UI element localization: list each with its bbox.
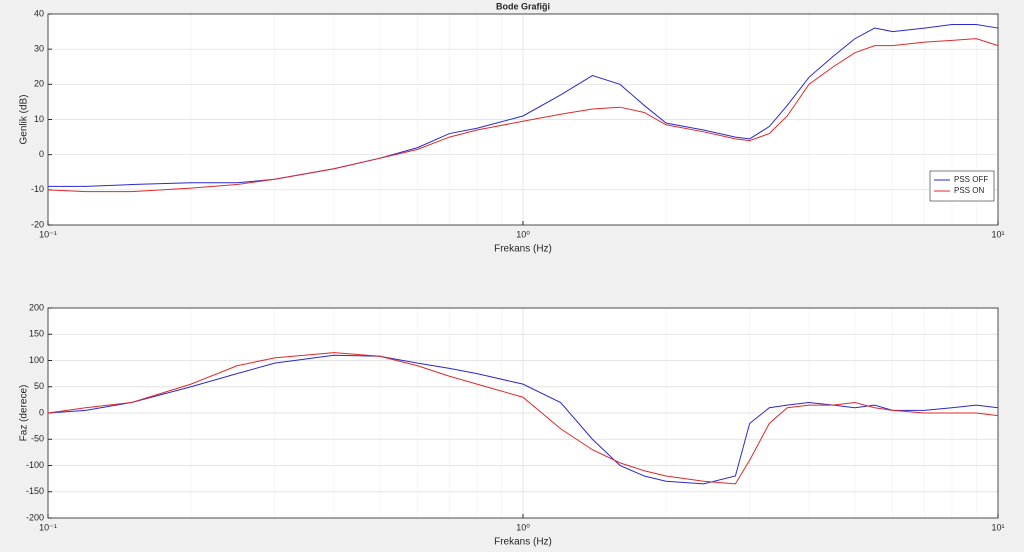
axes-frame <box>47 13 999 226</box>
y-tick-label: -200 <box>26 512 44 522</box>
x-axis-label: Frekans (Hz) <box>494 244 552 255</box>
y-tick-label: 150 <box>29 329 44 339</box>
x-tick-label: 10⁻¹ <box>39 229 57 239</box>
series-line <box>47 38 999 193</box>
y-tick-label: -50 <box>31 434 44 444</box>
x-axis-label: Frekans (Hz) <box>494 537 552 548</box>
legend-label: PSS ON <box>954 186 984 195</box>
y-tick-label: 20 <box>34 79 44 89</box>
y-tick-label: 50 <box>34 381 44 391</box>
y-tick-label: -100 <box>26 460 44 470</box>
y-tick-label: -150 <box>26 486 44 496</box>
y-tick-label: 200 <box>29 302 44 312</box>
chart-title: Bode Grafiği <box>496 1 550 11</box>
y-tick-label: 40 <box>34 8 44 18</box>
legend-box <box>929 170 995 202</box>
y-axis-label: Faz (derece) <box>19 385 30 442</box>
legend-label: PSS OFF <box>954 175 988 184</box>
y-tick-label: 100 <box>29 355 44 365</box>
y-axis-label: Genlik (dB) <box>19 94 30 144</box>
x-tick-label: 10⁻¹ <box>39 522 57 532</box>
series-line <box>47 352 999 485</box>
x-tick-label: 10⁰ <box>516 229 530 239</box>
x-tick-label: 10¹ <box>991 229 1004 239</box>
series-line <box>47 354 999 485</box>
y-tick-label: 30 <box>34 44 44 54</box>
y-tick-label: 0 <box>39 407 44 417</box>
y-tick-label: -20 <box>31 219 44 229</box>
y-tick-label: -10 <box>31 184 44 194</box>
y-tick-label: 10 <box>34 114 44 124</box>
x-tick-label: 10¹ <box>991 522 1004 532</box>
y-tick-label: 0 <box>39 149 44 159</box>
x-tick-label: 10⁰ <box>516 522 530 532</box>
